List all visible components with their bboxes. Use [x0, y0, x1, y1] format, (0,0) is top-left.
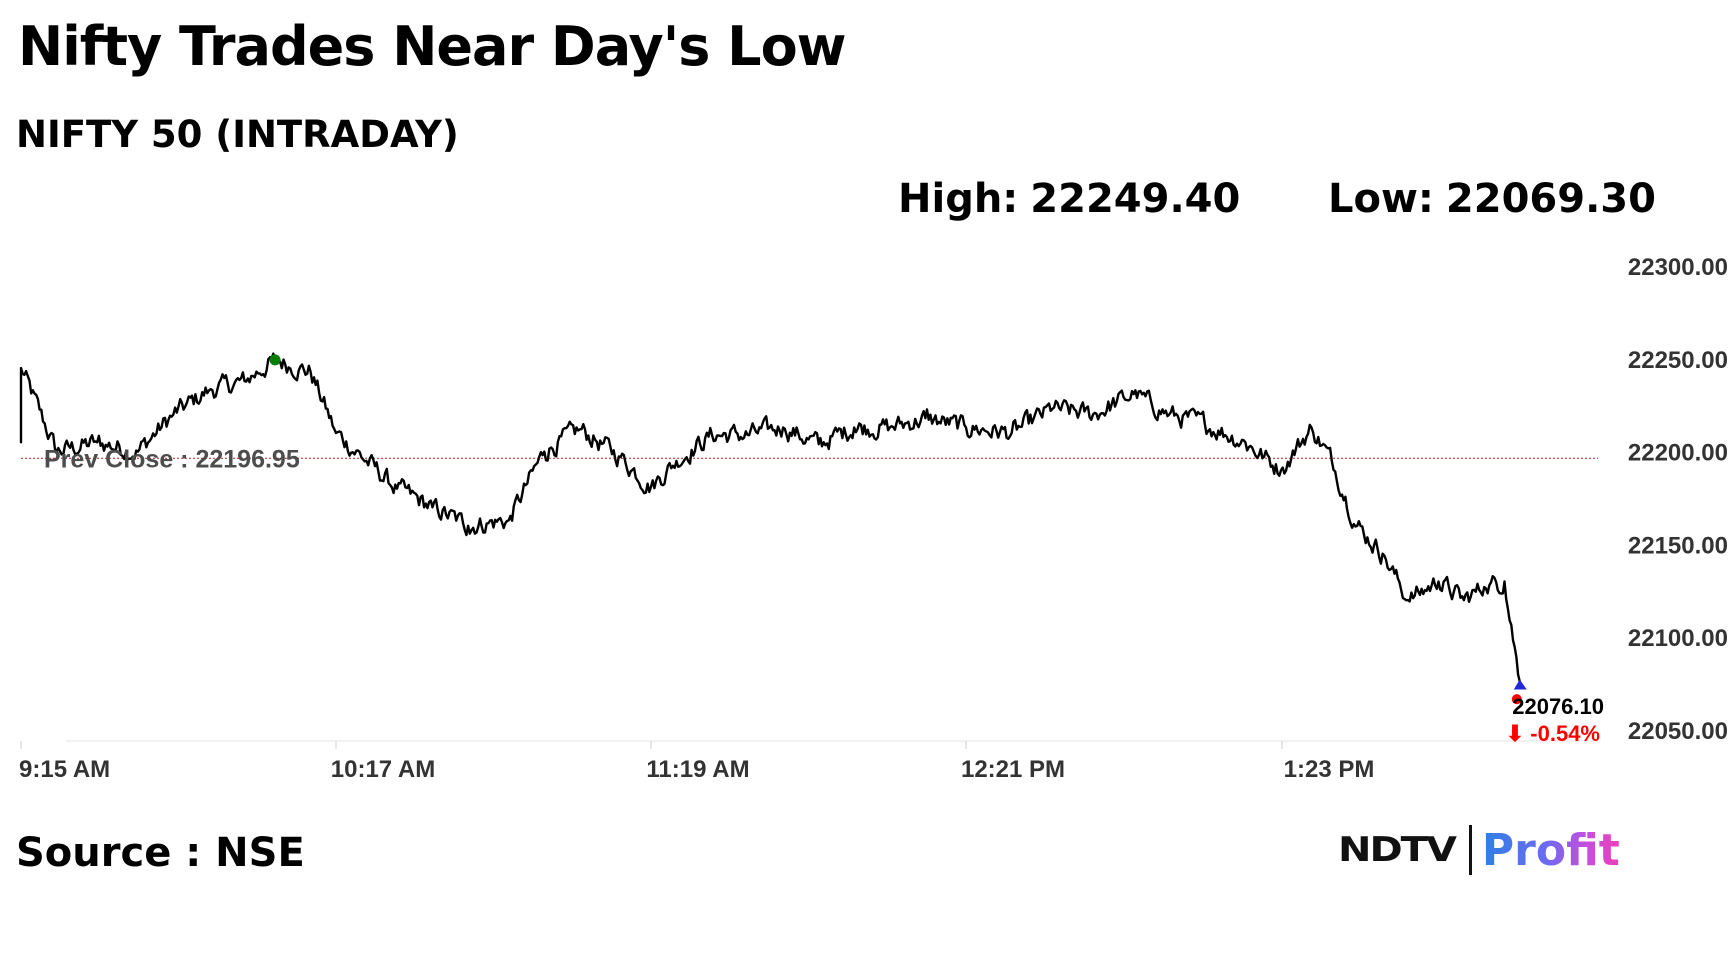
- last-point-marker: [1513, 679, 1527, 690]
- y-tick-label: 22250.00: [1628, 347, 1728, 374]
- day-low-stat: Low: 22069.30: [1328, 172, 1656, 226]
- last-value-label: 22076.10: [1512, 694, 1604, 719]
- day-high-value: 22249.40: [1030, 176, 1241, 222]
- logo-divider: [1468, 825, 1472, 875]
- logo-ndtv-wordmark: NDTV: [1338, 830, 1457, 870]
- change-percent-label: ⬇ -0.54%: [1506, 721, 1600, 746]
- y-tick-label: 22050.00: [1628, 718, 1728, 745]
- chart-subtitle: NIFTY 50 (INTRADAY): [16, 113, 459, 156]
- day-low-value: 22069.30: [1445, 176, 1656, 222]
- prev-close-label: Prev Close : 22196.95: [44, 445, 300, 473]
- y-tick-label: 22150.00: [1628, 532, 1728, 559]
- day-low-label: Low:: [1328, 176, 1434, 222]
- chart-title: Nifty Trades Near Day's Low: [18, 15, 847, 78]
- price-series-line: [19, 352, 1521, 683]
- day-high-stat: High: 22249.40: [898, 172, 1240, 226]
- source-note: Source : NSE: [16, 830, 305, 876]
- x-tick-label: 1:23 PM: [1284, 756, 1375, 783]
- day-high-label: High:: [898, 176, 1019, 222]
- x-tick-label: 9:15 AM: [19, 756, 110, 783]
- x-tick-label: 11:19 AM: [646, 756, 749, 783]
- day-high-marker: [269, 354, 281, 366]
- day-low-marker: [1511, 694, 1522, 705]
- y-tick-label: 22200.00: [1628, 440, 1728, 467]
- x-tick-label: 12:21 PM: [961, 756, 1065, 783]
- x-tick-label: 10:17 AM: [331, 756, 435, 783]
- ndtv-profit-logo: NDTV Profit: [1338, 818, 1620, 882]
- logo-profit-wordmark: Profit: [1481, 824, 1620, 876]
- y-tick-label: 22100.00: [1628, 625, 1728, 652]
- y-tick-label: 22300.00: [1628, 254, 1728, 281]
